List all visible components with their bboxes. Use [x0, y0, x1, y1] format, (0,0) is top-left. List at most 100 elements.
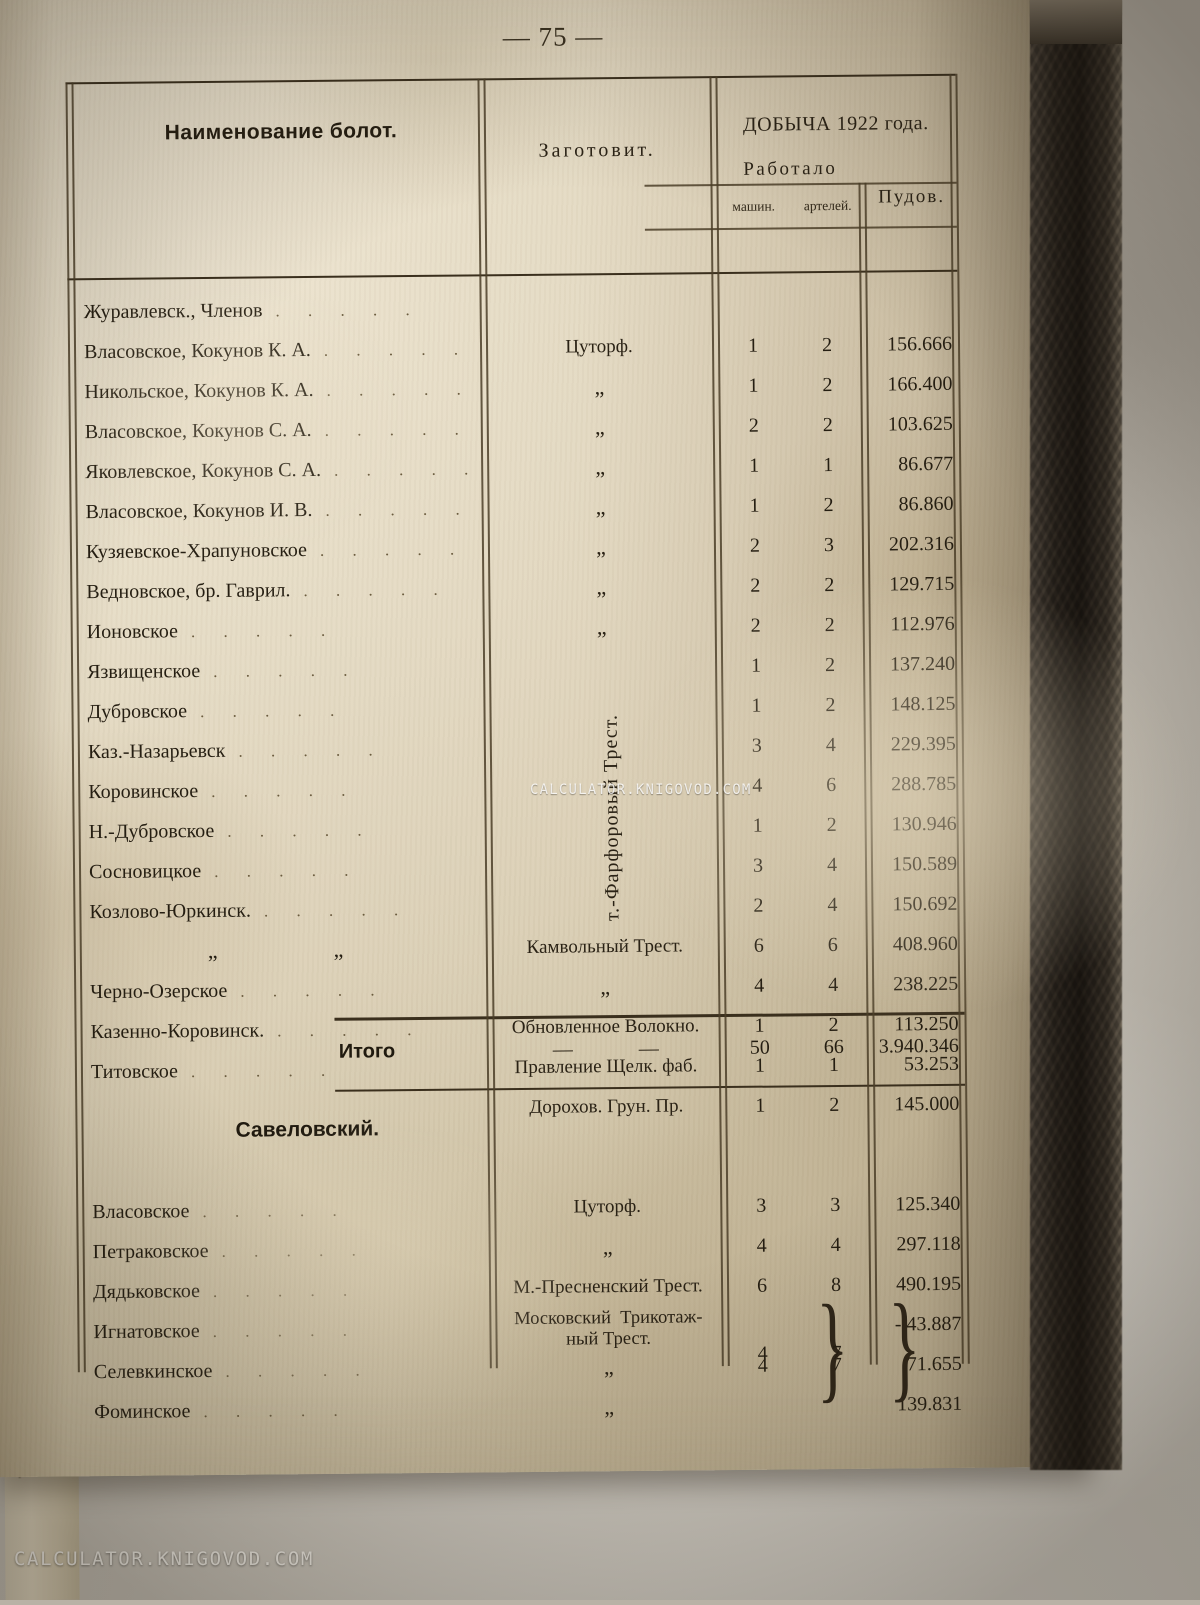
row-puds: 112.976 — [890, 612, 955, 636]
row-supplier: Камвольный Трест. — [526, 935, 684, 958]
row-supplier: „ — [594, 374, 605, 400]
row-bog-name: Власовское, Кокунов К. А. . . . . . — [83, 338, 471, 364]
row-machines: 3 — [752, 854, 764, 877]
row-artels: 6 — [827, 933, 838, 957]
watermark-footer: CALCULATOR.KNIGOVOD.COM — [14, 1548, 314, 1570]
header-bog-name: Наименование болот. — [164, 119, 398, 145]
row-artels: 2 — [822, 373, 833, 397]
row-supplier: Цуторф. — [565, 335, 633, 358]
row-artels: 1 — [823, 453, 834, 477]
row-machines: 4 — [756, 1234, 767, 1257]
row-supplier — [490, 726, 716, 768]
row-artels: 4 — [825, 733, 836, 757]
row-puds: 137.240 — [889, 652, 956, 676]
row-puds: 229.395 — [890, 732, 956, 756]
row-supplier — [491, 846, 717, 888]
row-bog-name: Никольское, Кокунов К. А. . . . . . — [84, 378, 473, 404]
row-artels: 2 — [822, 413, 833, 437]
row-machines: 3 — [756, 1194, 767, 1217]
row-supplier: Московский Трикотаж-ный Трест. — [514, 1307, 703, 1350]
row-machines: 1 — [747, 334, 759, 357]
row-puds: 130.946 — [891, 812, 957, 836]
row-puds: 238.225 — [893, 972, 959, 996]
header-worked-group: Работало — [743, 157, 838, 180]
header-machines: машин. — [732, 198, 776, 214]
row-supplier: „ — [595, 454, 606, 480]
brace-artels: } — [887, 1279, 921, 1413]
row-machines: 2 — [749, 534, 761, 557]
row-puds: 202.316 — [888, 532, 955, 556]
row-bog-name: Сосновицкое . . . . . — [88, 860, 361, 884]
row-bog-name: Кузяевское-Храпуновское . . . . . — [85, 538, 467, 564]
row-artels: 2 — [825, 693, 836, 717]
table-row-total: Итого — — 50 66 3.940.346 — [75, 1026, 965, 1075]
row-machines — [715, 285, 789, 326]
row-artels: 3 — [823, 533, 835, 557]
total-artels: 66 — [823, 1035, 844, 1059]
row-bog-name: Журавлевск., Членов . . . . . — [83, 299, 422, 324]
row-bog-name: Ведновское, бр. Гаврил. . . . . . — [86, 579, 450, 604]
row-supplier: „ — [600, 974, 611, 1000]
row-supplier: „ — [602, 1234, 613, 1260]
brace-artels-value: 7 — [831, 1341, 842, 1365]
row-artels: 2 — [823, 493, 834, 517]
row-puds: 86.860 — [898, 492, 954, 516]
row-artels: 2 — [824, 573, 835, 597]
row-machines: 1 — [752, 814, 763, 837]
row-bog-name: Козлово-Юркинск. . . . . . — [89, 899, 411, 924]
row-machines: 1 — [749, 494, 760, 517]
row-puds: 166.400 — [887, 372, 953, 396]
row-supplier — [489, 646, 715, 688]
row-bog-name: Дядьковское . . . . . — [92, 1280, 360, 1304]
row-bog-name: Коровинское . . . . . — [88, 780, 358, 804]
row-artels: 4 — [828, 973, 839, 997]
row-artels: 3 — [830, 1193, 841, 1217]
table-row-section-heading: Савеловский. — [75, 1104, 965, 1153]
row-supplier: „ — [596, 614, 607, 640]
row-supplier: „ — [596, 574, 607, 600]
row-artels: 4 — [830, 1233, 841, 1257]
row-puds — [865, 284, 951, 325]
row-bog-name: Игнатовское . . . . . — [93, 1320, 360, 1344]
row-machines: 2 — [748, 414, 759, 437]
row-puds: 150.692 — [892, 892, 958, 916]
row-puds: 103.625 — [887, 412, 953, 436]
total-machines: 50 — [749, 1036, 770, 1059]
row-puds: 86.677 — [898, 452, 954, 476]
row-machines: 1 — [751, 694, 762, 717]
row-supplier: „ — [595, 534, 606, 560]
row-artels: 6 — [826, 773, 837, 797]
row-artels: 4 — [827, 893, 838, 917]
row-supplier: „ — [604, 1394, 615, 1420]
header-puds: Пудов. — [878, 185, 946, 208]
row-machines: 1 — [748, 374, 759, 397]
total-puds: 3.940.346 — [878, 1034, 959, 1058]
row-machines: 6 — [756, 1274, 768, 1297]
row-supplier — [491, 886, 717, 928]
row-artels: 2 — [824, 653, 836, 677]
row-puds: 129.715 — [889, 572, 955, 596]
row-puds: 125.340 — [895, 1192, 961, 1216]
row-supplier: „ — [594, 414, 605, 440]
row-bog-name: Черно-Озерское . . . . . — [90, 979, 387, 1004]
row-puds: 150.589 — [891, 852, 958, 876]
row-bog-name: Петраковское . . . . . — [92, 1239, 368, 1264]
row-machines: 3 — [751, 734, 762, 757]
row-machines — [726, 1385, 800, 1426]
row-bog-name: Ионовское . . . . . — [86, 620, 338, 644]
page-number: — 75 — — [502, 21, 604, 53]
row-machines: 1 — [749, 454, 760, 477]
row-puds: 297.118 — [896, 1232, 961, 1256]
row-supplier: „ — [595, 494, 606, 520]
row-bog-name: Власовское, Кокунов С. А. . . . . . — [84, 418, 471, 444]
row-supplier — [490, 806, 716, 848]
row-bog-name: Селевкинское . . . . . — [93, 1359, 372, 1384]
row-supplier: М.-Пресненский Трест. — [513, 1275, 703, 1299]
total-label: Итого — [338, 1040, 396, 1063]
row-bog-name: Н.-Дубровское . . . . . — [88, 819, 374, 844]
row-puds: 148.125 — [890, 692, 956, 716]
row-puds: 408.960 — [892, 932, 958, 956]
row-machines: 1 — [751, 654, 762, 677]
row-bog-name: Яковлевское, Кокунов С. А. . . . . . — [85, 458, 481, 484]
row-supplier — [485, 286, 711, 328]
